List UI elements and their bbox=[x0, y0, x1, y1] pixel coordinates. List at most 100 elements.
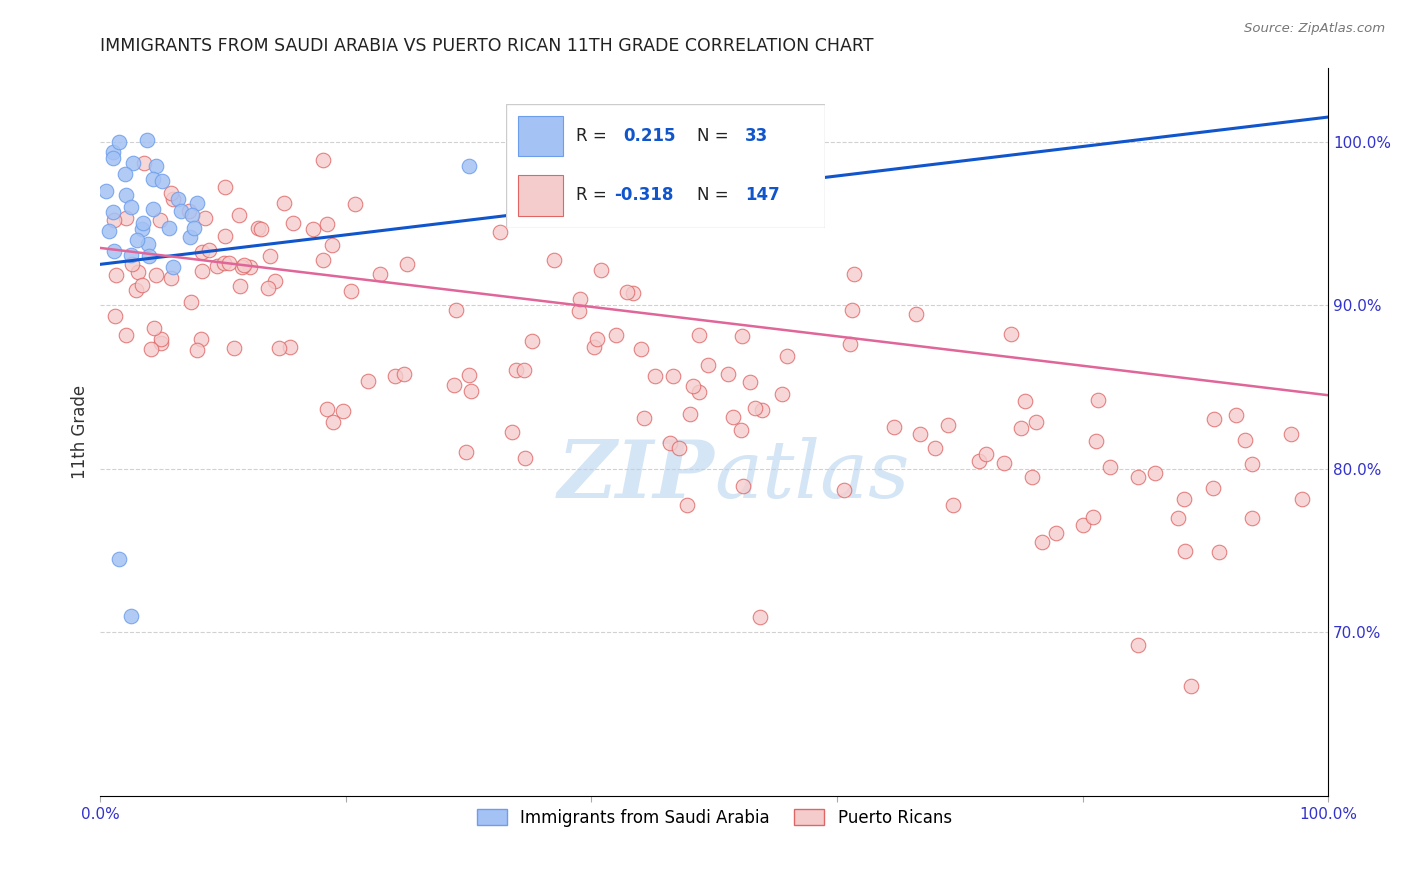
Point bbox=[582, 340, 605, 354]
Point bbox=[384, 369, 406, 384]
Point bbox=[191, 245, 214, 260]
Point bbox=[312, 153, 335, 167]
Point bbox=[568, 304, 591, 318]
Point bbox=[322, 415, 344, 429]
Point bbox=[1000, 326, 1022, 341]
Point bbox=[145, 268, 167, 282]
Point bbox=[186, 343, 208, 357]
Point bbox=[120, 200, 142, 214]
Point bbox=[446, 302, 468, 317]
Point bbox=[149, 332, 172, 346]
Point bbox=[228, 208, 250, 222]
Point bbox=[1225, 408, 1247, 422]
Point bbox=[135, 133, 157, 147]
Point bbox=[770, 386, 793, 401]
Point bbox=[181, 208, 204, 222]
Point bbox=[246, 221, 269, 235]
Point bbox=[316, 217, 339, 231]
Point bbox=[585, 332, 607, 346]
Point bbox=[115, 188, 138, 202]
Point bbox=[1025, 415, 1047, 429]
Point bbox=[658, 435, 681, 450]
Point bbox=[120, 609, 142, 624]
Point bbox=[679, 407, 702, 421]
Point bbox=[339, 284, 361, 298]
Point bbox=[104, 309, 127, 323]
Point bbox=[460, 384, 482, 398]
Text: atlas: atlas bbox=[714, 437, 910, 515]
Point bbox=[120, 248, 142, 262]
Point bbox=[145, 159, 167, 173]
Point bbox=[229, 278, 252, 293]
Point bbox=[543, 253, 565, 268]
Legend: Immigrants from Saudi Arabia, Puerto Ricans: Immigrants from Saudi Arabia, Puerto Ric… bbox=[468, 800, 960, 835]
Point bbox=[633, 410, 655, 425]
Point bbox=[150, 174, 173, 188]
Point bbox=[489, 225, 512, 239]
Point bbox=[125, 283, 148, 297]
Point bbox=[1021, 469, 1043, 483]
Point bbox=[1085, 434, 1108, 448]
Point bbox=[115, 211, 138, 225]
Point bbox=[103, 244, 125, 259]
Point bbox=[212, 256, 235, 270]
Point bbox=[1126, 469, 1149, 483]
Point bbox=[1128, 638, 1150, 652]
Point bbox=[776, 349, 799, 363]
Point bbox=[344, 196, 367, 211]
Point bbox=[630, 343, 652, 357]
Point bbox=[1208, 545, 1230, 559]
Point bbox=[457, 368, 479, 383]
Point bbox=[1241, 457, 1264, 471]
Point bbox=[1204, 411, 1226, 425]
Point bbox=[101, 145, 124, 159]
Point bbox=[131, 222, 153, 236]
Point bbox=[505, 363, 527, 377]
Text: Source: ZipAtlas.com: Source: ZipAtlas.com bbox=[1244, 22, 1385, 36]
Point bbox=[682, 379, 704, 393]
Point bbox=[569, 293, 592, 307]
Point bbox=[585, 196, 607, 211]
Point bbox=[214, 180, 236, 194]
Point bbox=[456, 445, 478, 459]
Point bbox=[186, 196, 208, 211]
Point bbox=[179, 230, 201, 244]
Point bbox=[239, 260, 262, 274]
Point bbox=[520, 334, 543, 348]
Point bbox=[668, 441, 690, 455]
Point bbox=[160, 186, 183, 200]
Point bbox=[249, 221, 271, 235]
Point bbox=[357, 375, 380, 389]
Point bbox=[1167, 511, 1189, 525]
Point bbox=[717, 367, 740, 381]
Point bbox=[744, 401, 766, 415]
Point bbox=[131, 278, 153, 293]
Text: IMMIGRANTS FROM SAUDI ARABIA VS PUERTO RICAN 11TH GRADE CORRELATION CHART: IMMIGRANTS FROM SAUDI ARABIA VS PUERTO R… bbox=[100, 37, 875, 55]
Point bbox=[183, 221, 205, 235]
Point bbox=[132, 156, 155, 170]
Point bbox=[167, 192, 190, 206]
Point bbox=[993, 456, 1015, 470]
Point bbox=[751, 403, 773, 417]
Point bbox=[149, 213, 172, 227]
Point bbox=[269, 342, 291, 356]
Point bbox=[191, 264, 214, 278]
Point bbox=[1073, 518, 1095, 533]
Point bbox=[1087, 393, 1109, 408]
Point bbox=[1173, 491, 1195, 506]
Point bbox=[142, 172, 165, 186]
Point bbox=[883, 420, 905, 434]
Point bbox=[1143, 466, 1166, 480]
Point bbox=[1098, 460, 1121, 475]
Point bbox=[842, 267, 865, 281]
Point bbox=[257, 281, 280, 295]
Point bbox=[149, 336, 172, 351]
Point bbox=[1174, 543, 1197, 558]
Point bbox=[141, 202, 163, 216]
Point bbox=[749, 610, 772, 624]
Point bbox=[721, 410, 744, 425]
Point bbox=[162, 260, 184, 274]
Point bbox=[139, 342, 162, 356]
Y-axis label: 11th Grade: 11th Grade bbox=[72, 385, 89, 479]
Point bbox=[114, 167, 136, 181]
